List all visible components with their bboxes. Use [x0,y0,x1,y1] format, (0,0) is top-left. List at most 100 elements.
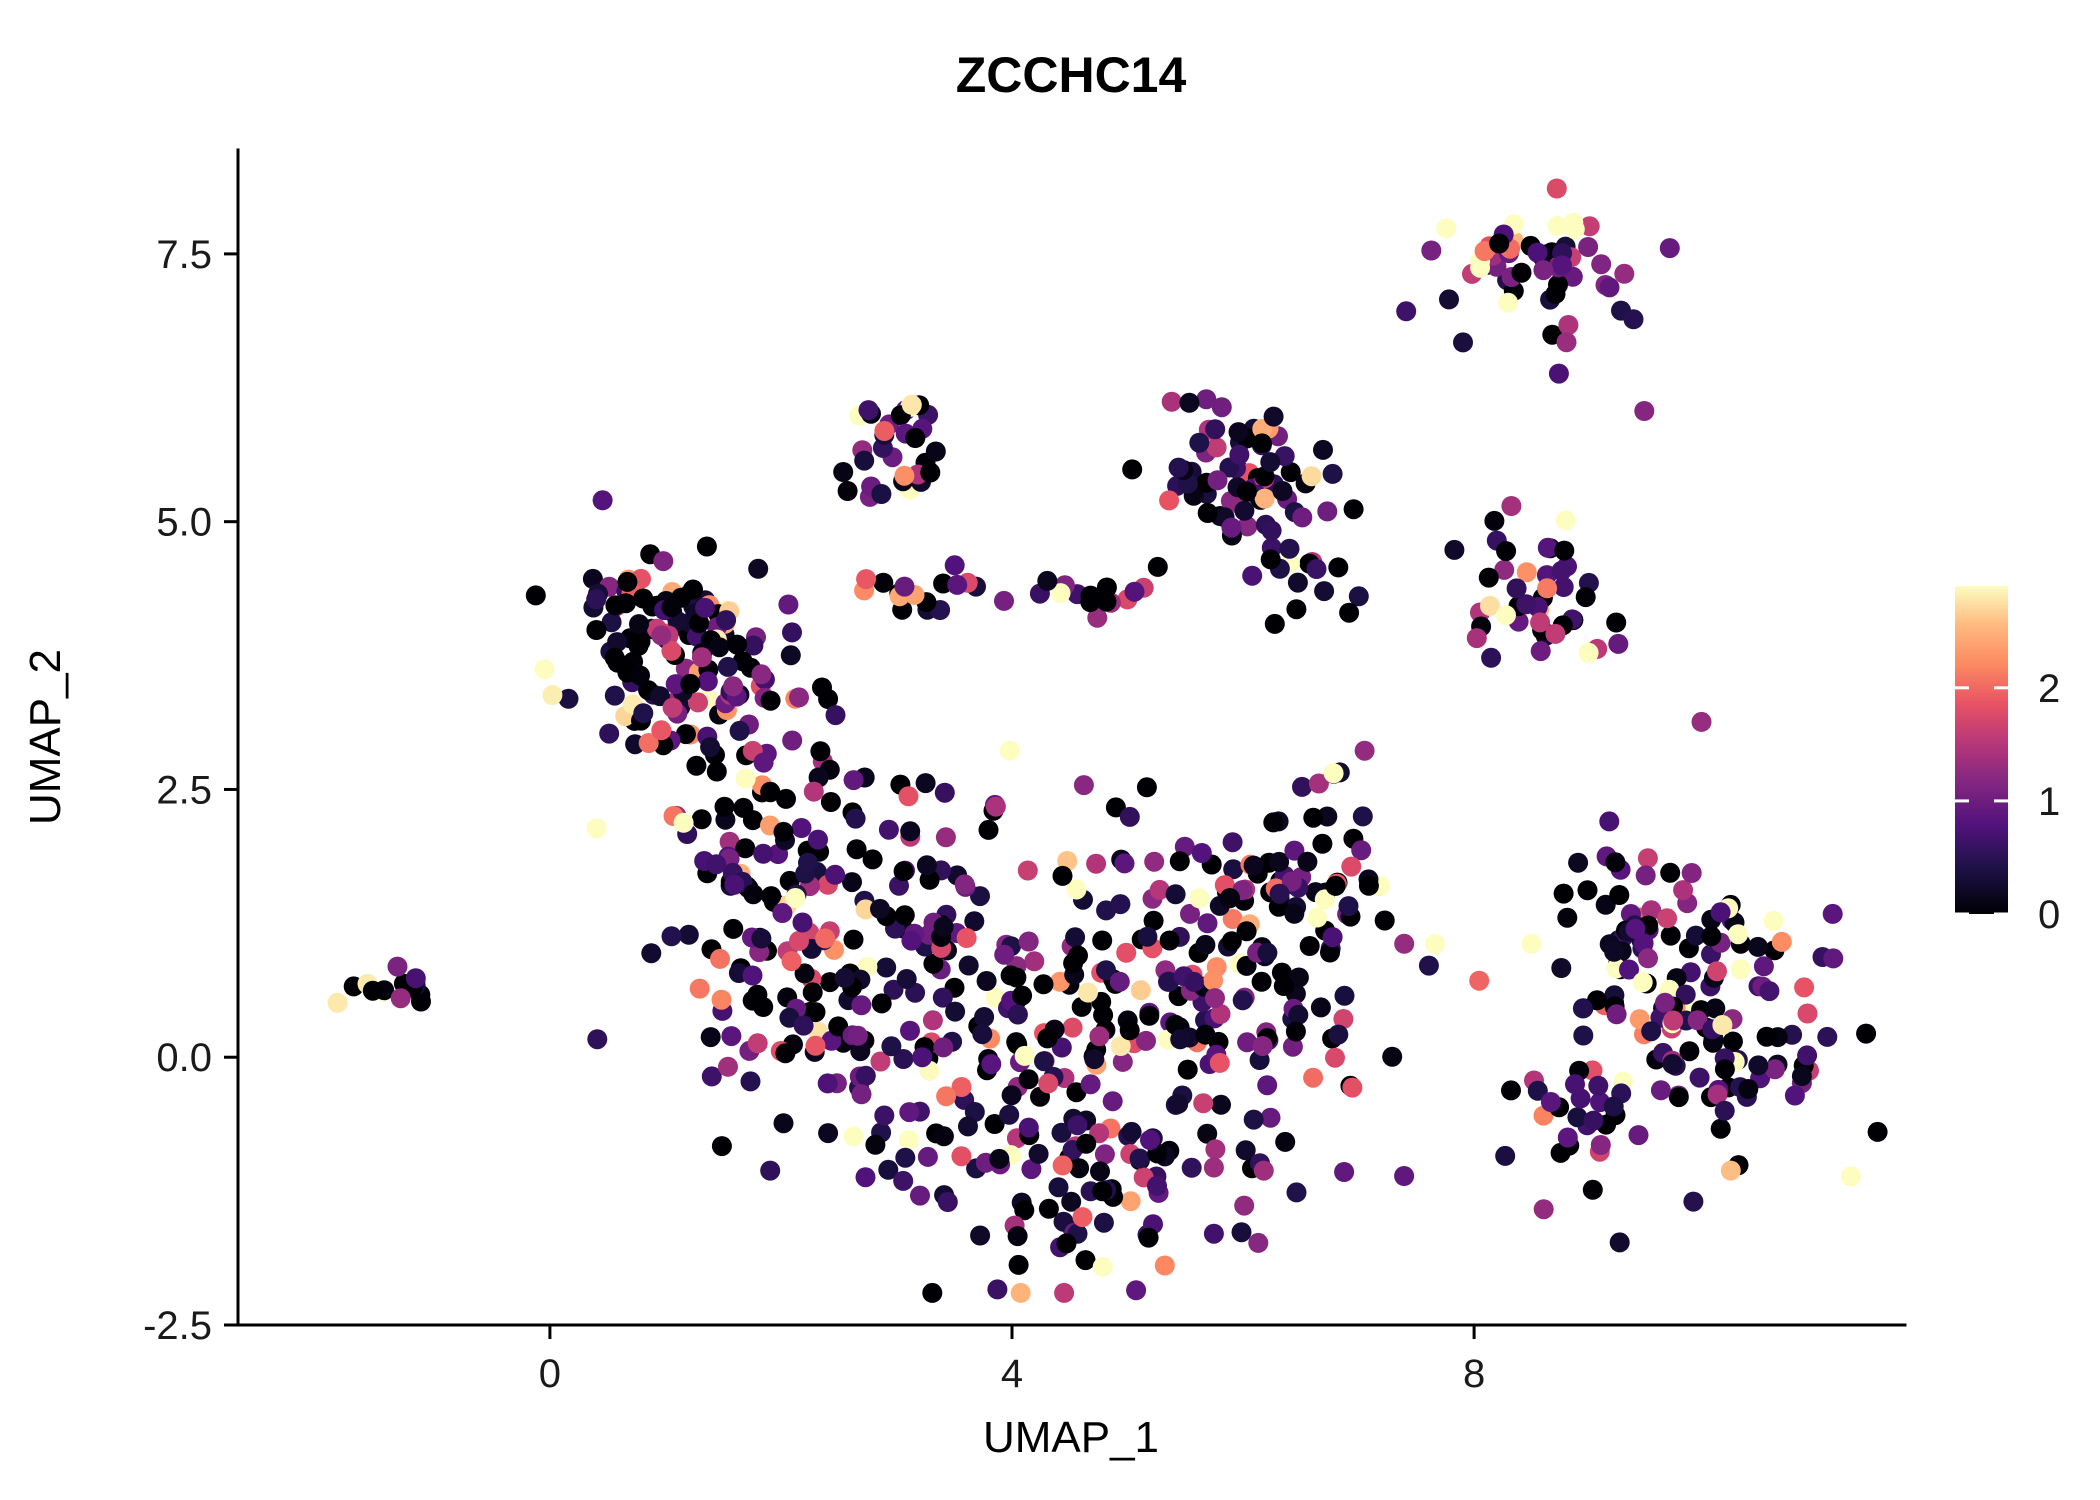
data-point [1856,1023,1877,1044]
data-point [854,450,875,471]
data-point [1439,289,1459,310]
data-point [785,888,806,908]
data-point [1323,763,1344,784]
data-point [1286,599,1307,620]
data-point [1496,541,1517,562]
data-point [1110,1036,1131,1056]
data-point [1197,1123,1218,1144]
data-point [1037,1028,1058,1049]
data-point [1051,1122,1072,1143]
data-point [1203,1157,1224,1178]
data-point [1573,1025,1594,1046]
data-point [1170,1029,1191,1050]
data-point [1028,1143,1049,1164]
data-point [1707,1084,1728,1105]
data-point [791,818,812,838]
data-point [1606,612,1627,633]
data-point [1061,1191,1082,1212]
data-point [994,944,1015,965]
data-point [1548,363,1569,384]
data-point [1147,556,1168,577]
data-point [1243,855,1264,876]
data-point [1303,807,1324,828]
data-point [558,688,579,709]
data-point [1288,1004,1309,1025]
data-point [1119,806,1140,827]
x-axis-ticks: 0 4 8 [539,1325,1485,1396]
data-point [1181,1157,1202,1178]
colorbar-tick-label: 0 [2038,893,2060,937]
data-point [901,930,922,951]
data-point [1683,1191,1704,1212]
data-point [1310,997,1331,1018]
data-point [604,685,625,706]
data-point [1823,948,1844,969]
data-point [899,1102,920,1123]
data-point [1659,238,1680,259]
data-point [1014,1045,1035,1066]
data-point [874,1105,895,1126]
data-point [1771,931,1792,952]
data-point [1791,1066,1812,1087]
data-point [1599,277,1620,298]
data-point [1010,1282,1031,1303]
data-point [1637,848,1658,869]
data-point [390,988,411,1009]
data-point [1205,1139,1226,1160]
data-point [1112,1051,1133,1072]
data-point [633,588,654,609]
data-point [851,1084,872,1105]
data-point [976,971,997,991]
data-point [1084,1049,1105,1070]
data-point [833,462,854,482]
data-point [327,992,348,1013]
data-point [721,1026,742,1047]
data-point [641,943,662,964]
data-point [1797,1003,1818,1024]
data-point [1229,444,1250,465]
data-point [1054,1282,1075,1303]
data-point [1159,930,1180,951]
data-point [894,905,915,926]
data-point [1722,1031,1743,1052]
data-point [695,597,715,618]
data-point [638,733,659,753]
data-point [984,1114,1005,1134]
x-tick-label: 0 [539,1352,561,1396]
data-point [1138,1227,1159,1248]
data-point [1657,908,1678,929]
data-point [743,635,764,656]
data-point [1062,1017,1083,1038]
data-point [1687,1010,1708,1031]
data-point [1748,936,1768,957]
data-point [1322,927,1343,948]
data-point [760,1160,781,1181]
data-point [1444,539,1465,560]
data-point [825,705,846,726]
data-point [748,558,769,579]
data-point [1080,1074,1101,1095]
data-point [751,928,772,949]
data-point [1092,1181,1113,1202]
data-point [1121,1121,1142,1142]
data-point [1554,540,1575,561]
data-point [1558,315,1579,335]
data-point [661,597,682,618]
data-point [1394,1166,1415,1186]
data-point [893,1049,914,1069]
data-point [586,818,607,839]
data-point [630,665,650,686]
y-tick-label: 0.0 [156,1036,212,1080]
scatter-points [327,178,1888,1303]
data-point [1663,1010,1684,1031]
data-point [1710,1118,1731,1139]
data-point [1588,1075,1609,1096]
data-point [1421,240,1442,261]
data-point [1655,992,1675,1013]
data-point [1516,594,1537,615]
data-point [1038,1198,1059,1219]
data-point [1149,879,1170,900]
data-point [1641,1021,1662,1042]
data-point [1614,263,1635,284]
